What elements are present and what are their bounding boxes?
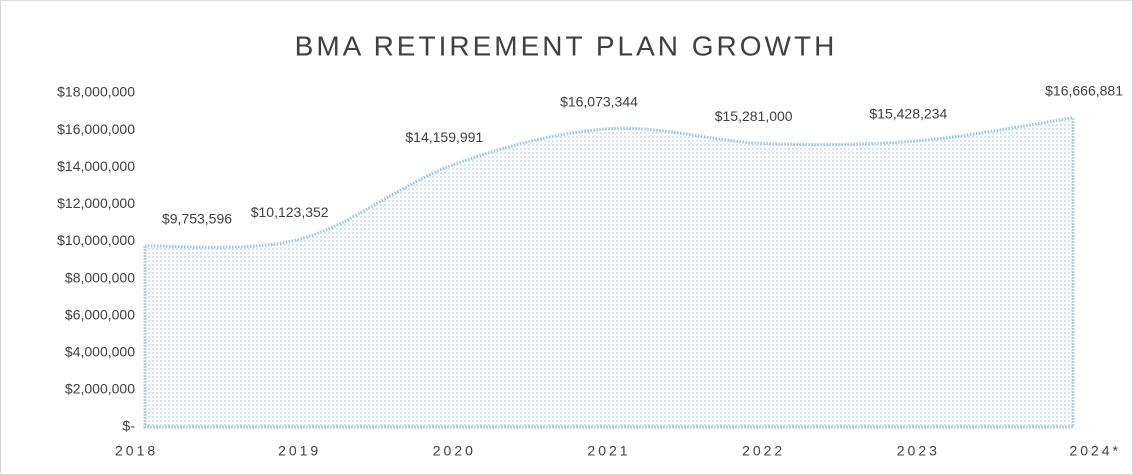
y-tick-label: $4,000,000 bbox=[65, 343, 135, 359]
x-tick-label: 2018 bbox=[115, 443, 158, 459]
y-tick-label: $14,000,000 bbox=[57, 158, 135, 174]
x-tick-label: 2023 bbox=[897, 443, 940, 459]
y-tick-label: $16,000,000 bbox=[57, 121, 135, 137]
y-tick-label: $2,000,000 bbox=[65, 381, 135, 397]
x-tick-label: 2020 bbox=[433, 443, 476, 459]
data-label: $15,281,000 bbox=[715, 108, 793, 124]
x-tick-label: 2022 bbox=[742, 443, 785, 459]
y-tick-label: $8,000,000 bbox=[65, 269, 135, 285]
y-tick-label: $- bbox=[123, 418, 136, 434]
data-label: $15,428,234 bbox=[869, 105, 947, 121]
x-tick-label: 2019 bbox=[278, 443, 321, 459]
x-tick-label: 2021 bbox=[587, 443, 630, 459]
data-label: $16,073,344 bbox=[560, 93, 638, 109]
chart-title: BMA RETIREMENT PLAN GROWTH bbox=[295, 30, 838, 61]
y-tick-label: $10,000,000 bbox=[57, 232, 135, 248]
x-tick-label: 2024* bbox=[1069, 443, 1121, 459]
area bbox=[143, 115, 1075, 429]
y-tick-label: $12,000,000 bbox=[57, 195, 135, 211]
y-tick-label: $6,000,000 bbox=[65, 306, 135, 322]
y-tick-label: $18,000,000 bbox=[57, 84, 135, 100]
data-label: $9,753,596 bbox=[162, 211, 232, 227]
data-label: $10,123,352 bbox=[251, 204, 329, 220]
data-label: $16,666,881 bbox=[1045, 82, 1123, 98]
data-label: $14,159,991 bbox=[405, 129, 483, 145]
